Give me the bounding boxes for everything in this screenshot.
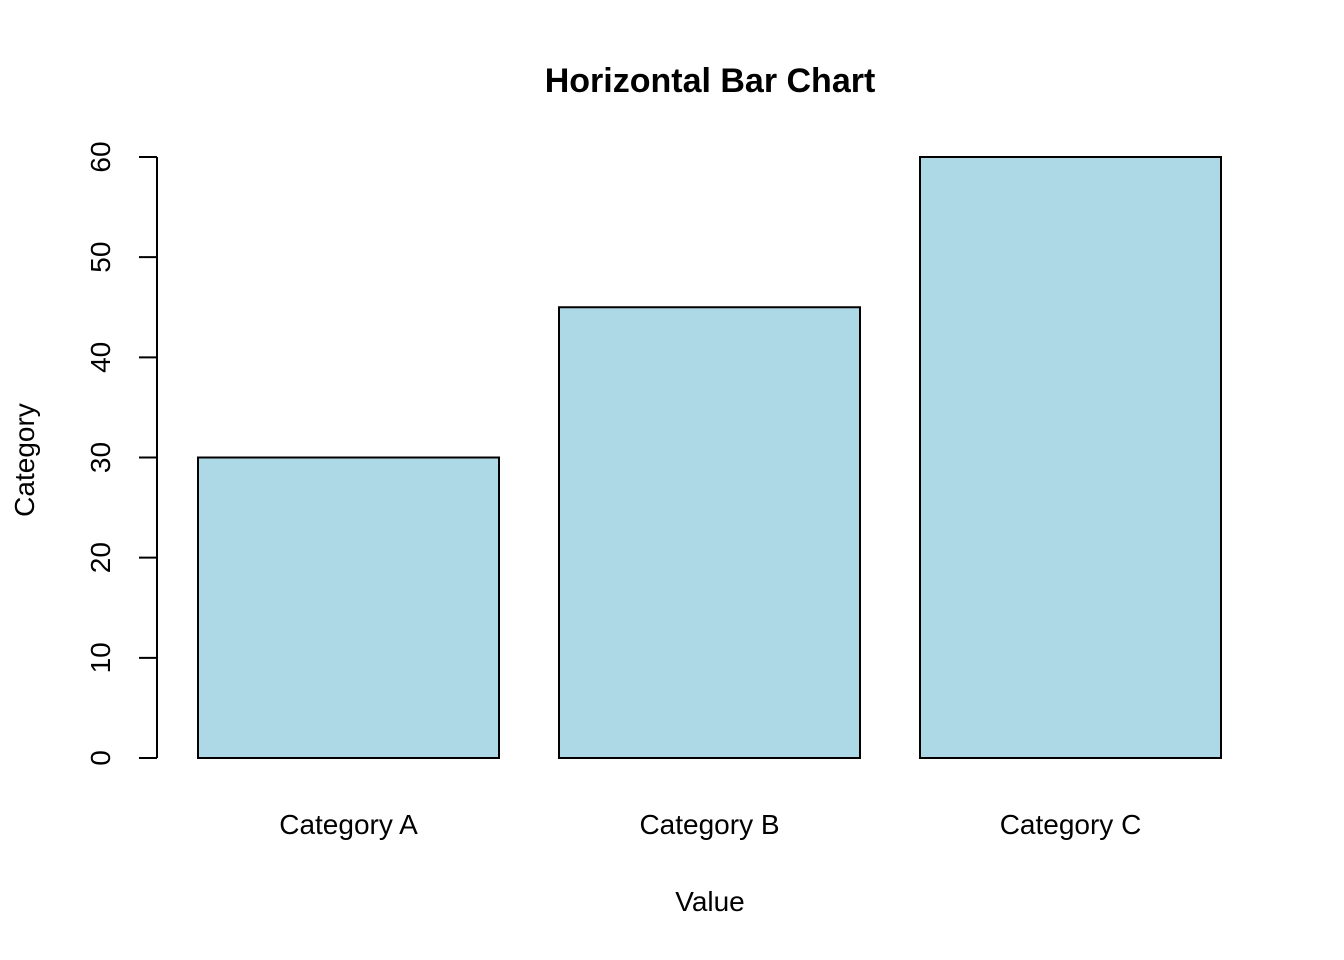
x-tick-label: Category A [279, 809, 418, 840]
x-tick-label: Category B [639, 809, 779, 840]
y-tick-label: 50 [85, 242, 116, 273]
y-axis: 0 10 20 30 40 50 60 [85, 141, 158, 766]
x-axis-label: Value [675, 886, 745, 917]
y-tick-label: 30 [85, 442, 116, 473]
y-tick-label: 10 [85, 642, 116, 673]
y-tick-label: 0 [85, 750, 116, 766]
bar-category-c [919, 156, 1222, 759]
bar-category-b [558, 306, 861, 759]
y-tick-label: 60 [85, 141, 116, 172]
bars-group [197, 156, 1222, 759]
y-axis-label: Category [9, 403, 40, 517]
x-tick-labels: Category A Category B Category C [279, 809, 1141, 840]
y-tick-label: 40 [85, 342, 116, 373]
y-tick-label: 20 [85, 542, 116, 573]
x-tick-label: Category C [1000, 809, 1142, 840]
bar-category-a [197, 456, 500, 759]
chart-title: Horizontal Bar Chart [545, 62, 876, 100]
